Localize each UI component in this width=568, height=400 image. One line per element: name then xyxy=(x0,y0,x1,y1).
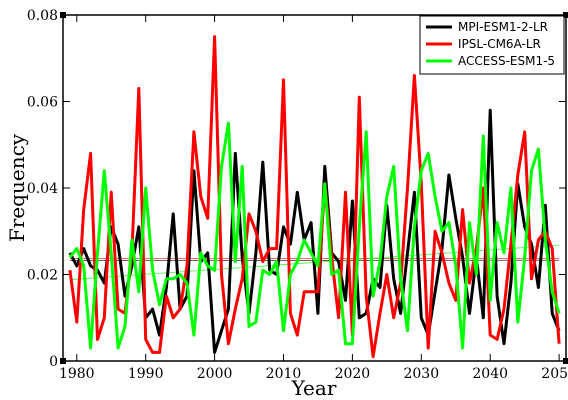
frame-corner-markers xyxy=(60,12,568,364)
y-tick-labels: 0 0.02 0.04 0.06 0.08 xyxy=(27,8,58,370)
x-tick-label: 2040 xyxy=(472,366,508,382)
legend-label: ACCESS-ESM1-5 xyxy=(458,54,555,68)
legend-label: MPI-ESM1-2-LR xyxy=(458,20,548,34)
legend-label: IPSL-CM6A-LR xyxy=(458,37,541,51)
y-tick-label: 0.08 xyxy=(27,8,58,24)
x-axis-title: Year xyxy=(291,376,337,400)
series-line-access-esm1-5 xyxy=(68,121,561,350)
y-tick-label: 0.06 xyxy=(27,95,58,111)
y-axis-title: Frequency xyxy=(5,133,29,242)
frame-corner-marker xyxy=(60,358,66,364)
x-tick-label: 1990 xyxy=(128,366,164,382)
y-tick-label: 0 xyxy=(49,354,58,370)
x-tick-label: 2030 xyxy=(403,366,439,382)
plot-frame xyxy=(62,14,567,362)
frame-corner-marker xyxy=(563,12,568,18)
legend: MPI-ESM1-2-LR IPSL-CM6A-LR ACCESS-ESM1-5 xyxy=(419,15,565,75)
x-tick-label: 2010 xyxy=(266,366,302,382)
frame-corner-marker xyxy=(563,358,568,364)
frame-corner-marker xyxy=(60,12,66,18)
x-tick-label: 2020 xyxy=(335,366,371,382)
series-lines xyxy=(68,35,561,359)
y-tick-label: 0.04 xyxy=(27,181,58,197)
x-tick-label: 2000 xyxy=(197,366,233,382)
y-tick-label: 0.02 xyxy=(27,268,58,284)
x-tick-label: 1980 xyxy=(59,366,95,382)
